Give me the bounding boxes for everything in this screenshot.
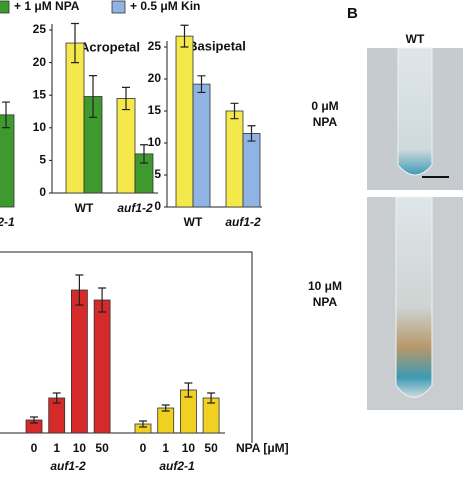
error-bar (89, 75, 97, 118)
microscopy-images (367, 47, 463, 410)
y-tick-label: 10 (148, 135, 162, 149)
error-bar (75, 274, 84, 306)
y-tick-label: 20 (148, 71, 162, 85)
y-tick-label: 5 (154, 167, 161, 181)
x-tick-label: 0 (140, 441, 147, 455)
x-tick-label: auf1-2 (225, 215, 261, 229)
row-label: 10 μM (308, 279, 342, 293)
error-bar (2, 101, 10, 129)
error-bar (71, 22, 79, 64)
x-tick-label: 50 (204, 441, 218, 455)
x-tick-label: 10 (73, 441, 87, 455)
x-tick-label: WT (184, 215, 203, 229)
bar (116, 98, 136, 194)
error-bar (230, 102, 239, 120)
legend-label: + 1 μM NPA (14, 0, 80, 13)
column-label: WT (406, 32, 425, 46)
error-bar (161, 404, 170, 412)
x-tick-label: 10 (182, 441, 196, 455)
x-tick-label: 0 (31, 441, 38, 455)
bar (175, 35, 194, 208)
y-tick-label: 0 (39, 185, 46, 199)
error-bar (98, 287, 107, 313)
error-bar (122, 86, 130, 111)
x-tick-label: 50 (95, 441, 109, 455)
bar (0, 114, 15, 208)
bar (65, 42, 85, 194)
chart-title: Acropetal (80, 39, 140, 54)
y-tick-label: 25 (148, 39, 162, 53)
error-bar (180, 24, 189, 48)
bar (192, 83, 211, 208)
group-label: auf1-2 (50, 459, 86, 473)
error-bar (247, 125, 256, 142)
y-tick-label: 25 (33, 22, 47, 36)
y-tick-label: 15 (33, 87, 47, 101)
x-tick-label: WT (75, 201, 94, 215)
error-bar (139, 420, 147, 428)
legend-swatch (0, 0, 10, 14)
x-tick-label: 1 (53, 441, 60, 455)
y-tick-label: 5 (39, 153, 46, 167)
error-bar (52, 392, 61, 404)
x-axis-label: NPA [μM] (236, 441, 289, 455)
y-tick-label: 20 (33, 55, 47, 69)
panel-label: B (347, 5, 358, 22)
error-bar (140, 144, 148, 164)
bar (157, 407, 175, 434)
y-tick-label: 10 (33, 120, 47, 134)
error-bar (184, 382, 193, 398)
y-tick-label: 0 (154, 199, 161, 213)
group-label: auf2-1 (159, 459, 195, 473)
x-tick-label: 2-1 (0, 215, 15, 229)
chart-title: Basipetal (188, 38, 246, 53)
bar (93, 299, 111, 434)
row-label: 0 μM (311, 99, 338, 113)
error-bar (207, 392, 216, 404)
row-label: NPA (313, 295, 338, 309)
row-label: NPA (313, 115, 338, 129)
frame (0, 251, 253, 443)
legend-label: + 0.5 μM Kin (130, 0, 200, 13)
legend-swatch (111, 0, 126, 14)
error-bar (197, 75, 206, 94)
error-bar (30, 416, 38, 424)
x-tick-label: auf1-2 (117, 201, 153, 215)
bar (242, 132, 261, 208)
x-tick-label: 1 (162, 441, 169, 455)
y-tick-label: 15 (148, 103, 162, 117)
bar (71, 289, 88, 434)
bar (225, 110, 244, 208)
